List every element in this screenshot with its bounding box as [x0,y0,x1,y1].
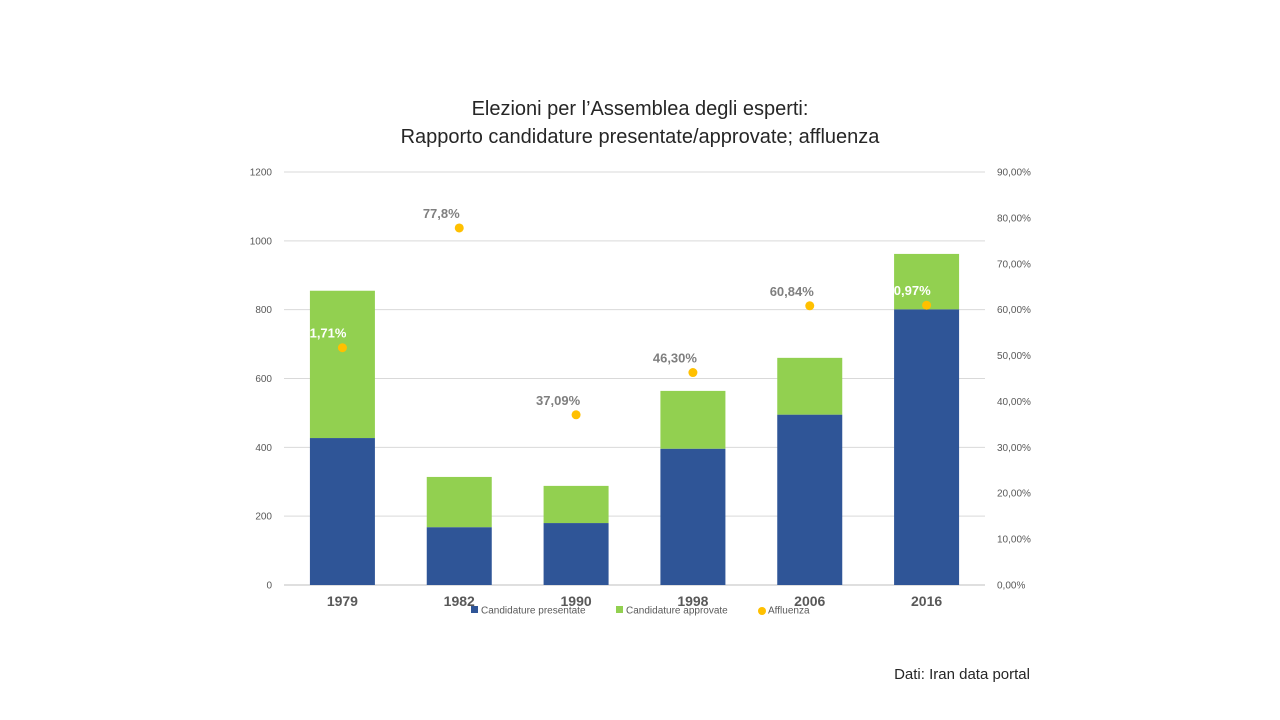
affluenza-point-2006 [805,301,815,311]
bar-presentate-2006 [777,414,843,585]
chart-title-line-2: Rapporto candidature presentate/approvat… [400,126,880,148]
left-tick-label: 600 [255,374,272,385]
left-tick-label: 200 [255,512,272,523]
legend-label: Candidature approvate [626,606,728,617]
legend-label: Affluenza [768,606,810,617]
right-tick-label: 50,00% [997,351,1031,362]
affluenza-label-1998: 46,30% [653,351,698,366]
left-axis-ticks: 0 200 400 600 800 1000 1200 [250,168,273,592]
left-tick-label: 1000 [250,236,273,247]
affluenza-label-1990: 37,09% [536,393,581,408]
bar-approvate-1982 [426,476,492,528]
bar-approvate-2006 [777,357,843,415]
right-tick-label: 40,00% [997,397,1031,408]
affluenza-label-2006: 60,84% [770,284,815,299]
right-tick-label: 20,00% [997,489,1031,500]
right-axis-ticks: 0,00% 10,00% 20,00% 30,00% 40,00% 50,00% 60,00… [997,168,1031,592]
gridlines [284,171,985,586]
chart-title: Elezioni per l’Assemblea degli esperti: … [0,95,1280,151]
affluenza-label-1979: 51,71% [302,326,347,341]
chart-title-line-1: Elezioni per l’Assemblea degli esperti: [471,98,809,120]
right-tick-label: 30,00% [997,443,1031,454]
category-label: 1998 [677,593,708,609]
category-label: 1982 [444,593,475,609]
bar-approvate-2016 [894,253,960,310]
left-tick-label: 800 [255,305,272,316]
legend-swatch [471,606,478,613]
affluenza-label-1982: 77,8% [423,206,460,221]
bar-presentate-2016 [894,309,960,585]
bar-approvate-1998 [660,390,726,449]
right-tick-label: 0,00% [997,581,1025,592]
legend-swatch [758,607,766,615]
category-label: 1990 [561,593,592,609]
bar-presentate-1998 [660,448,726,585]
affluenza-point-1998 [688,368,698,378]
category-labels: 1979 1982 1990 1998 2006 2016 [327,593,943,609]
left-tick-label: 0 [266,581,272,592]
affluenza-point-1990 [571,410,581,420]
source-note: Dati: Iran data portal [894,666,1030,683]
right-tick-label: 80,00% [997,213,1031,224]
right-tick-label: 60,00% [997,305,1031,316]
category-label: 2006 [794,593,825,609]
right-tick-label: 10,00% [997,535,1031,546]
affluenza-points: 51,71% 77,8% 37,09% 46,30% 60,84% 60,97% [302,206,932,420]
bar-presentate-1979 [309,438,375,585]
bar-approvate-1979 [309,290,375,439]
right-tick-label: 90,00% [997,168,1031,179]
bar-presentate-1982 [426,527,492,585]
bar-presentate-1990 [543,523,609,585]
affluenza-label-2016: 60,97% [887,283,932,298]
left-tick-label: 400 [255,443,272,454]
bar-series [309,253,960,585]
bar-approvate-1990 [543,485,609,524]
category-label: 2016 [911,593,942,609]
affluenza-point-1979 [337,343,347,353]
affluenza-point-2016 [922,300,932,310]
affluenza-point-1982 [454,223,464,233]
legend: Candidature presentate Candidature approv… [471,606,810,617]
category-label: 1979 [327,593,358,609]
legend-swatch [616,606,623,613]
legend-label: Candidature presentate [481,606,586,617]
left-tick-label: 1200 [250,168,273,179]
right-tick-label: 70,00% [997,259,1031,270]
